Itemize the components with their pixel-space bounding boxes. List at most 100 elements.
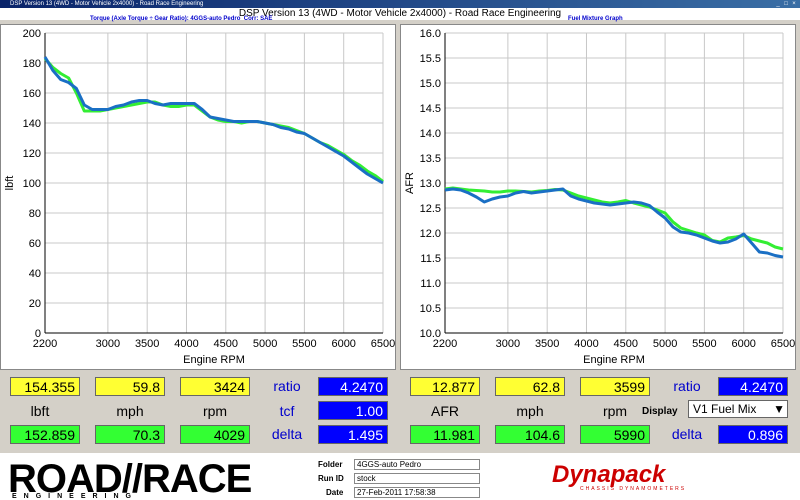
delta-label-r: delta (671, 426, 703, 442)
x-tick-label: 4000 (174, 338, 198, 350)
torque-chart: 2200 3000 3500 4000 4500 5000 5500 6000 6500 0 20 4… (4, 28, 395, 366)
afr-value-box: 12.877 (410, 377, 480, 396)
y-axis-label: AFR (404, 172, 416, 194)
delta-value-box: 1.495 (318, 425, 388, 444)
y-tick-label: 40 (29, 268, 41, 280)
y-tick-label: 12.0 (420, 228, 441, 240)
x-axis-label: Engine RPM (183, 354, 245, 366)
x-tick-label: 3500 (135, 338, 159, 350)
mph-value-box-r: 62.8 (495, 377, 565, 396)
mph-value-box: 59.8 (95, 377, 165, 396)
x-tick-label: 2200 (433, 338, 457, 350)
chevron-down-icon[interactable]: ▼ (773, 402, 785, 416)
maximize-button[interactable]: □ (784, 1, 788, 7)
y-tick-label: 10.0 (420, 328, 441, 340)
dynapack-logo-text: Dynapack (552, 461, 666, 488)
date-label: Date (326, 488, 344, 497)
x-tick-label: 6000 (731, 338, 755, 350)
app-subtitle: DSP Version 13 (4WD - Motor Vehicle 2x40… (0, 8, 800, 20)
run-id-label: Run ID (318, 474, 344, 483)
y-tick-label: 11.5 (420, 253, 441, 265)
y-tick-label: 12.5 (420, 203, 441, 215)
x-tick-label: 2200 (33, 338, 57, 350)
afr-unit-label: AFR (431, 403, 459, 419)
x-tick-label: 6000 (331, 338, 355, 350)
minimize-button[interactable]: _ (776, 1, 780, 7)
series-line-1 (444, 186, 784, 251)
y-tick-label: 140 (23, 118, 41, 130)
run-id-value: stock (354, 473, 480, 484)
afr-chart-panel: 2200 3000 3500 4000 4500 5000 5500 6000 6500 10.0… (400, 24, 796, 370)
series-line-2 (43, 56, 384, 185)
rpm-unit-label: rpm (202, 403, 228, 419)
left-chart-title: Torque (Axle Torque ÷ Gear Ratio): 4GGS-… (90, 16, 241, 22)
series-line-1 (43, 57, 384, 183)
y-tick-label: 160 (23, 88, 41, 100)
y-tick-label: 60 (29, 238, 41, 250)
display-label: Display (642, 406, 678, 417)
ratio-value-box-r: 4.2470 (718, 377, 788, 396)
y-tick-label: 13.5 (420, 153, 441, 165)
y-tick-label: 16.0 (420, 28, 441, 40)
x-tick-label: 3000 (96, 338, 120, 350)
x-tick-label: 4500 (614, 338, 638, 350)
window-title: DSP Version 13 (4WD - Motor Vehicle 2x40… (10, 1, 204, 7)
afr-chart: 2200 3000 3500 4000 4500 5000 5500 6000 6500 10.0… (404, 28, 795, 366)
mph-value-box-2: 70.3 (95, 425, 165, 444)
x-tick-label: 5000 (653, 338, 677, 350)
right-panel-header: Fuel Mixture Graph (568, 16, 623, 22)
x-axis-label: Engine RPM (583, 354, 645, 366)
folder-value: 4GGS-auto Pedro (354, 459, 480, 470)
y-tick-label: 80 (29, 208, 41, 220)
display-select-value: V1 Fuel Mix (693, 402, 757, 416)
x-tick-label: 3000 (496, 338, 520, 350)
rpm-value-box-r: 3599 (580, 377, 650, 396)
x-tick-label: 5000 (253, 338, 277, 350)
rpm-value-box-r-2: 5990 (580, 425, 650, 444)
y-tick-label: 20 (29, 298, 41, 310)
mph-unit-label: mph (116, 403, 144, 419)
y-tick-label: 0 (35, 328, 41, 340)
torque-value-box: 154.355 (10, 377, 80, 396)
y-tick-label: 14.0 (420, 128, 441, 140)
series-line-2 (444, 187, 784, 259)
mph-value-box-r-2: 104.6 (495, 425, 565, 444)
rpm-value-box-2: 4029 (180, 425, 250, 444)
y-tick-label: 100 (23, 178, 41, 190)
torque-value-box-2: 152.859 (10, 425, 80, 444)
footer: ROAD//RACE ENGINEERING Folder 4GGS-auto … (0, 453, 800, 500)
left-panel-header: Torque (Axle Torque ÷ Gear Ratio): 4GGS-… (90, 16, 272, 22)
window-controls: _ □ × (774, 0, 798, 8)
display-select[interactable]: V1 Fuel Mix ▼ (688, 400, 788, 418)
tcf-value-box: 1.00 (318, 401, 388, 420)
delta-label: delta (271, 426, 303, 442)
delta-value-box-r: 0.896 (718, 425, 788, 444)
x-tick-label: 5500 (292, 338, 316, 350)
ratio-value-box: 4.2470 (318, 377, 388, 396)
logo-text: ROAD//RACE (8, 457, 252, 500)
y-tick-label: 11.0 (420, 278, 441, 290)
title-bar: DSP Version 13 (4WD - Motor Vehicle 2x40… (0, 0, 800, 8)
y-tick-label: 13.0 (420, 178, 441, 190)
rpm-value-box: 3424 (180, 377, 250, 396)
dynapack-logo-subtext: CHASSIS DYNAMOMETERS (580, 486, 687, 492)
y-tick-label: 10.5 (420, 303, 441, 315)
y-tick-label: 15.0 (420, 78, 441, 90)
afr-value-box-2: 11.981 (410, 425, 480, 444)
date-value: 27-Feb-2011 17:58:38 (354, 487, 480, 498)
y-axis-label: lbft (4, 176, 16, 191)
close-button[interactable]: × (792, 1, 796, 7)
x-tick-label: 6500 (371, 338, 395, 350)
left-chart-corr: Corr: SAE (243, 16, 273, 22)
y-tick-label: 15.5 (420, 53, 441, 65)
x-tick-label: 6500 (771, 338, 795, 350)
y-tick-label: 120 (23, 148, 41, 160)
x-tick-label: 4500 (214, 338, 238, 350)
logo-subtext: ENGINEERING (12, 493, 139, 500)
lbft-unit-label: lbft (30, 403, 50, 419)
rpm-unit-label-r: rpm (602, 403, 628, 419)
x-tick-label: 5500 (692, 338, 716, 350)
ratio-label-r: ratio (673, 378, 701, 394)
folder-label: Folder (318, 460, 343, 469)
